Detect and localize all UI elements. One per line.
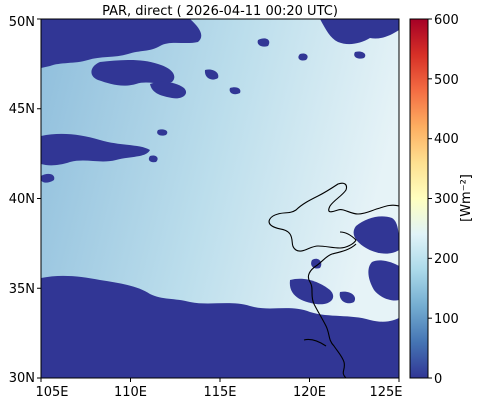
lat-tick-label: 40N — [9, 192, 35, 207]
colorbar-ticks: 600 500 400 300 200 100 0 — [428, 13, 459, 387]
lon-tick-label: 105E — [35, 385, 68, 400]
colorbar: 600 500 400 300 200 100 0 [Wm⁻²] — [409, 13, 474, 387]
colorbar-label: [Wm⁻²] — [459, 174, 474, 222]
colorbar-tick-label: 300 — [434, 192, 459, 207]
colorbar-tick-label: 500 — [434, 73, 459, 88]
lon-axis: 105E 110E 115E 120E 125E — [35, 378, 403, 400]
map-title: PAR, direct ( 2026-04-11 00:20 UTC) — [102, 4, 338, 19]
lon-tick-label: 120E — [293, 385, 326, 400]
lat-tick-label: 35N — [9, 282, 35, 297]
lon-tick-label: 125E — [369, 385, 402, 400]
colorbar-tick-label: 0 — [434, 372, 442, 387]
colorbar-tick-label: 400 — [434, 132, 459, 147]
colorbar-tick-label: 100 — [434, 312, 459, 327]
cloud-mask — [41, 19, 399, 378]
lon-tick-label: 110E — [114, 385, 147, 400]
lat-tick-label: 50N — [9, 15, 35, 30]
lat-tick-label: 30N — [9, 371, 35, 386]
colorbar-tick-label: 600 — [434, 13, 459, 28]
map-plot-area — [41, 19, 399, 378]
colorbar-gradient — [409, 18, 429, 379]
coastline — [268, 182, 399, 378]
colorbar-tick-label: 200 — [434, 252, 459, 267]
lat-tick-label: 45N — [9, 102, 35, 117]
lat-axis: 50N 45N 40N 35N 30N — [9, 15, 41, 386]
lon-tick-label: 115E — [203, 385, 236, 400]
